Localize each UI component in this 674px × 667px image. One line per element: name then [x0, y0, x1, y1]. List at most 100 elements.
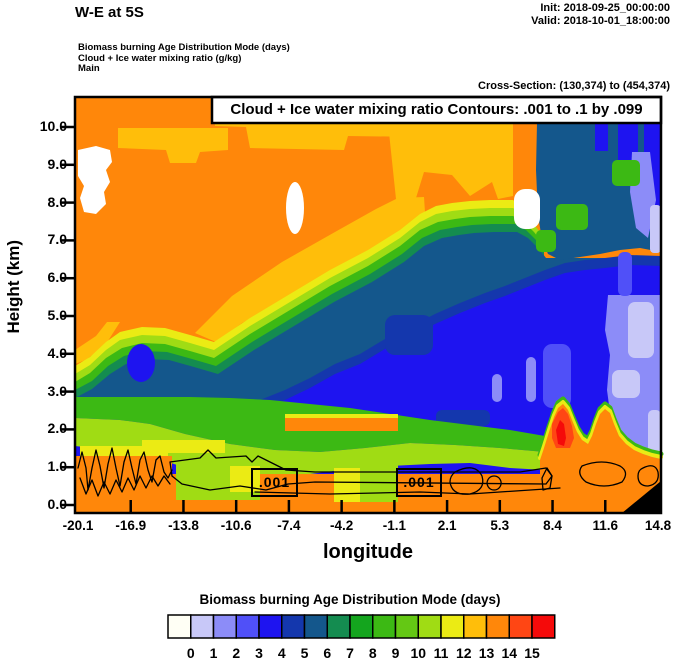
- contour-line: [77, 447, 173, 491]
- x-tick-label: 14.8: [644, 518, 672, 533]
- red-plume-core: [556, 420, 566, 446]
- y-tick-label: 6.0: [47, 269, 67, 286]
- colorbar-tick-label: 7: [346, 645, 354, 661]
- colorbar-tick-label: 5: [300, 645, 309, 661]
- colorbar-tick-label: 9: [391, 645, 400, 661]
- legend-line-domain: Main: [78, 63, 100, 74]
- plot-title: Cloud + Ice water mixing ratio Contours:…: [230, 101, 643, 118]
- periwinkle-sliver: [526, 357, 536, 402]
- y-tick-label: 5.0: [47, 307, 67, 323]
- colorbar-title: Biomass burning Age Distribution Mode (d…: [199, 592, 501, 607]
- x-tick-label: -4.2: [329, 518, 354, 533]
- colorbar-tick-label: 6: [323, 645, 332, 661]
- x-tick-label: 5.3: [490, 518, 510, 533]
- x-tick-label: 2.1: [437, 518, 457, 533]
- colorbar-tick-label: 3: [255, 645, 263, 661]
- colorbar-tick-label: 13: [478, 645, 495, 661]
- gold-mass: [388, 123, 513, 199]
- colorbar-tick-label: 2: [232, 645, 241, 661]
- y-tick-label: 10.0: [39, 118, 67, 134]
- colorbar-cell: [417, 614, 442, 639]
- colorbar-tick-label: 1: [209, 645, 218, 661]
- contour-label-box: [251, 468, 298, 497]
- cloud-white: [514, 189, 540, 229]
- cloud-white: [286, 182, 304, 234]
- colorbar-cell: [485, 614, 510, 639]
- colorbar-tick-label: 15: [524, 645, 540, 661]
- colorbar-cell: [326, 614, 351, 639]
- colorbar-cell: [212, 614, 237, 639]
- contour-line: [79, 475, 171, 497]
- cross-section-coords: Cross-Section: (130,374) to (454,374): [478, 80, 670, 92]
- valid-timestamp: Valid: 2018-10-01_18:00:00: [531, 15, 670, 27]
- x-tick-label: 11.6: [592, 518, 619, 533]
- init-timestamp: Init: 2018-09-25_00:00:00: [540, 2, 670, 14]
- contour-line: [541, 467, 553, 491]
- contour-line: [254, 487, 561, 495]
- colorbar-cell: [463, 614, 488, 639]
- x-tick-label: -1.1: [382, 518, 406, 533]
- colorbar-cell: [190, 614, 215, 639]
- navy-patch: [385, 315, 433, 355]
- colorbar-tick-label: 4: [277, 645, 286, 661]
- terrain-wedge: [622, 481, 661, 513]
- colorbar-tick-label: 12: [455, 645, 472, 661]
- x-tick-label: 8.4: [543, 518, 562, 533]
- gold-diagonal-stripe: [195, 197, 426, 342]
- gold-left-wedge: [75, 322, 120, 364]
- contour-line: [579, 461, 627, 487]
- lavender-patch: [650, 205, 661, 253]
- x-axis-label: longitude: [323, 541, 413, 563]
- lavender-patch: [648, 410, 661, 456]
- cloud-white: [78, 146, 112, 214]
- y-tick-label: 3.0: [47, 382, 67, 399]
- colorbar-tick-label: 14: [501, 645, 518, 661]
- slate-streak: [618, 252, 632, 296]
- colorbar-cell: [531, 614, 556, 639]
- colorbar-cell: [258, 614, 283, 639]
- contour-line: [637, 465, 659, 487]
- variable-legend: Biomass burning Age Distribution Mode (d…: [78, 42, 290, 75]
- y-tick-label: 4.0: [47, 344, 67, 361]
- contour-label-box: [396, 468, 442, 497]
- colorbar-cell: [281, 614, 306, 639]
- y-tick-label: 9.0: [47, 155, 67, 172]
- legend-line-shaded: Biomass burning Age Distribution Mode (d…: [78, 42, 290, 53]
- yellow-patch: [80, 446, 168, 458]
- colorbar-tick-label: 11: [433, 645, 449, 661]
- colorbar-cell: [235, 614, 260, 639]
- blue-blob: [127, 344, 155, 382]
- colorbar-tick-label: 8: [368, 645, 377, 661]
- colorbar-cell: [303, 614, 328, 639]
- yellow-streak: [285, 414, 398, 418]
- yellow-column: [334, 468, 360, 502]
- periwinkle-sliver: [492, 374, 502, 402]
- contour-line: [169, 449, 553, 491]
- contour-line: [486, 475, 502, 491]
- x-tick-label: -20.1: [62, 518, 94, 533]
- navy-strip: [436, 410, 490, 426]
- y-tick-label: 7.0: [47, 231, 67, 248]
- green-patch: [536, 230, 556, 252]
- y-tick-label: 1.0: [47, 458, 67, 475]
- bottom-yellowgreen-band: [75, 418, 545, 478]
- green-patch: [556, 204, 588, 230]
- x-tick-label: -13.8: [168, 518, 199, 533]
- x-tick-label: -7.4: [277, 518, 301, 533]
- y-tick-label: 2.0: [47, 420, 67, 437]
- colorbar-cell: [349, 614, 374, 639]
- colorbar-tick-label: 10: [410, 645, 427, 661]
- orange-streak: [285, 418, 398, 431]
- blue-streak: [595, 123, 608, 151]
- colorbar-cell: [394, 614, 419, 639]
- colorbar-cell: [372, 614, 397, 639]
- contour-label: .001: [403, 474, 435, 490]
- y-tick-label: 8.0: [47, 193, 67, 210]
- contour-label: .001: [258, 474, 291, 490]
- contour-line: [449, 467, 484, 495]
- plot-title-box: [210, 95, 663, 125]
- colorbar-cell: [508, 614, 533, 639]
- x-tick-label: -16.9: [115, 518, 147, 533]
